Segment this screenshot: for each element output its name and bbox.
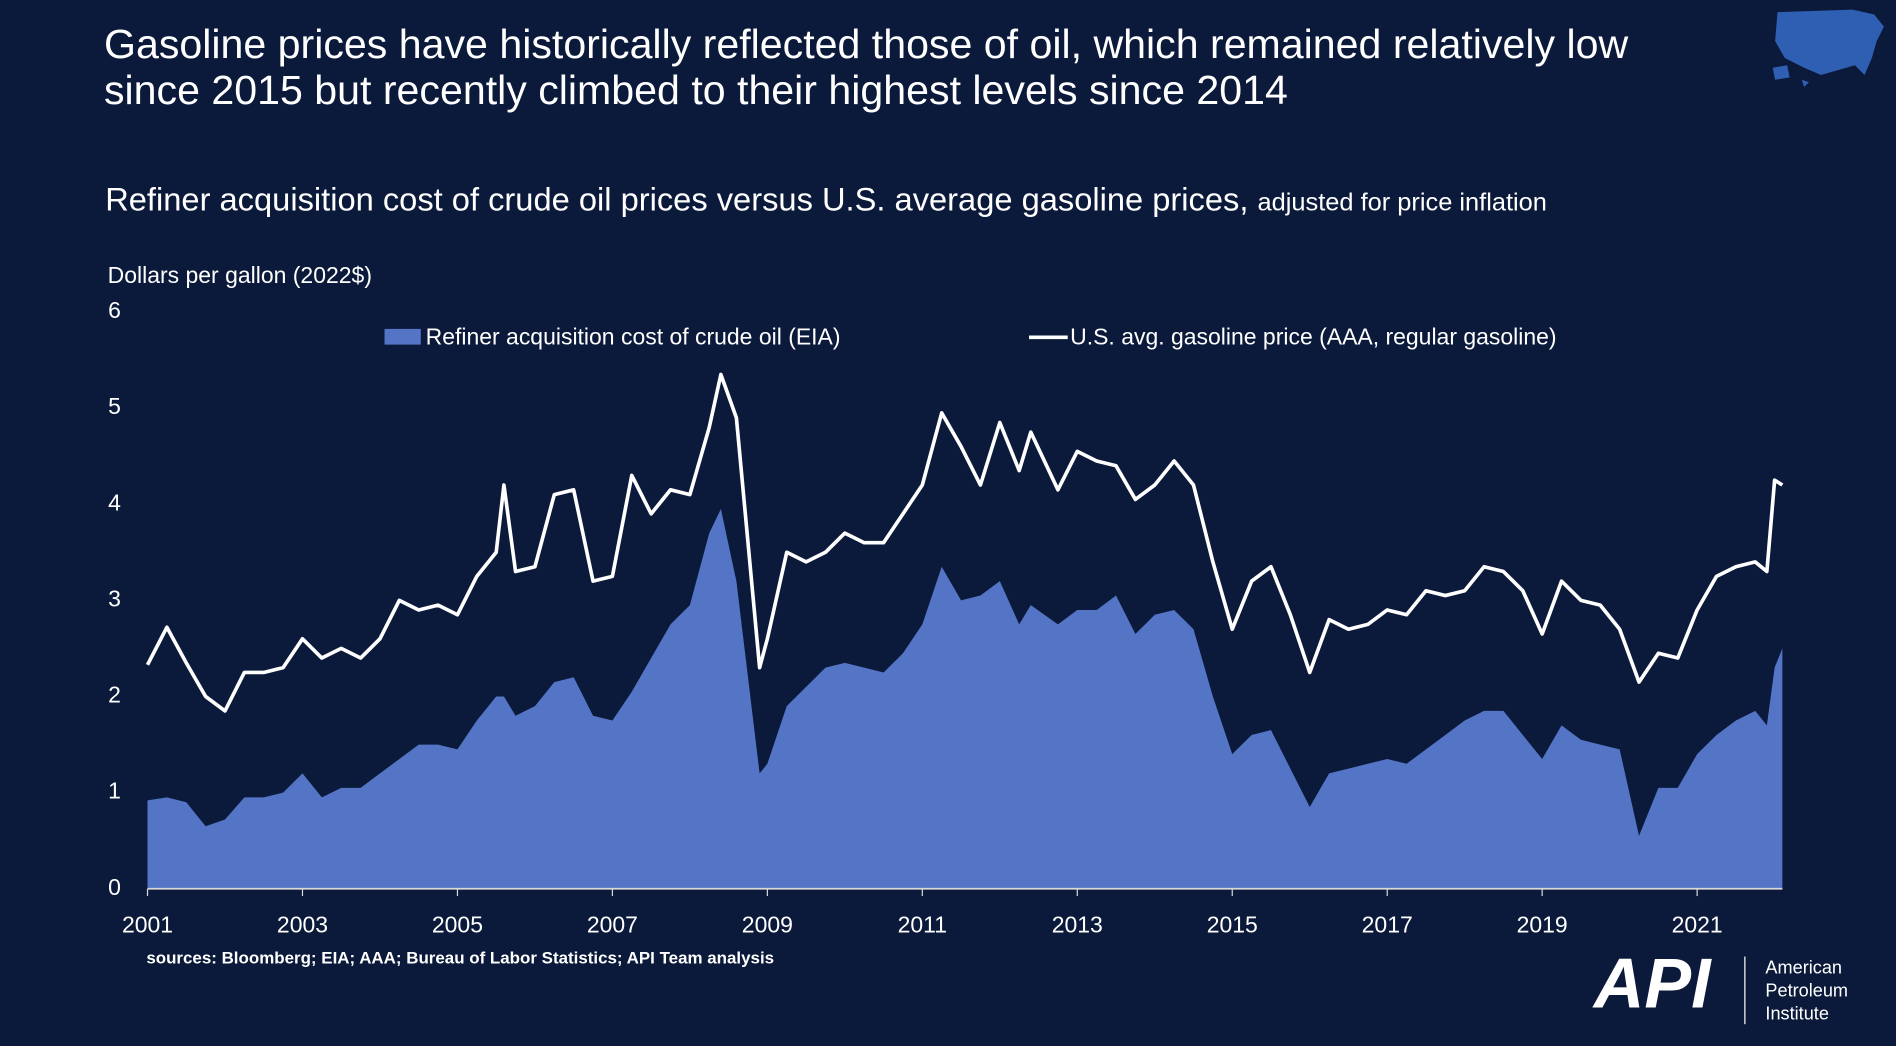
y-axis-label: Dollars per gallon (2022$): [107, 263, 372, 289]
legend-label: U.S. avg. gasoline price (AAA, regular g…: [1070, 324, 1556, 350]
x-tick-label: 2001: [122, 911, 173, 937]
y-tick-label: 2: [108, 682, 121, 708]
x-tick-label: 2017: [1362, 911, 1413, 937]
y-tick-label: 5: [108, 393, 121, 419]
x-tick-label: 2015: [1207, 911, 1258, 937]
x-tick-label: 2021: [1672, 911, 1723, 937]
crude-area: [147, 509, 1783, 889]
subtitle: Refiner acquisition cost of crude oil pr…: [105, 181, 1547, 218]
y-tick-label: 3: [108, 585, 121, 611]
x-tick-label: 2019: [1517, 911, 1568, 937]
x-tick-label: 2003: [277, 911, 328, 937]
subtitle-main: Refiner acquisition cost of crude oil pr…: [105, 181, 1249, 218]
x-tick-label: 2007: [587, 911, 638, 937]
gasoline-line: [145, 372, 1784, 713]
title: Gasoline prices have historically reflec…: [103, 21, 1629, 114]
legend-label: Refiner acquisition cost of crude oil (E…: [426, 324, 841, 350]
y-tick-label: 4: [108, 489, 121, 515]
logo-mark: API: [1592, 949, 1712, 1022]
x-tick-label: 2005: [432, 911, 483, 937]
y-tick-label: 6: [108, 297, 121, 323]
y-tick-label: 1: [108, 778, 121, 804]
y-tick-label: 0: [108, 874, 121, 900]
logo-line: Institute: [1765, 1003, 1828, 1023]
logo-line: Petroleum: [1765, 980, 1848, 1000]
subtitle-note: adjusted for price inflation: [1257, 188, 1547, 217]
logo: API American Petroleum Institute: [1592, 949, 1848, 1025]
x-tick-label: 2011: [898, 911, 947, 937]
source: sources: Bloomberg; EIA; AAA; Bureau of …: [146, 948, 775, 968]
us-map-icon: [1772, 9, 1884, 88]
legend-swatch: [384, 328, 421, 345]
logo-line: American: [1765, 957, 1842, 977]
x-tick-label: 2009: [742, 911, 793, 937]
x-tick-label: 2013: [1052, 911, 1103, 937]
